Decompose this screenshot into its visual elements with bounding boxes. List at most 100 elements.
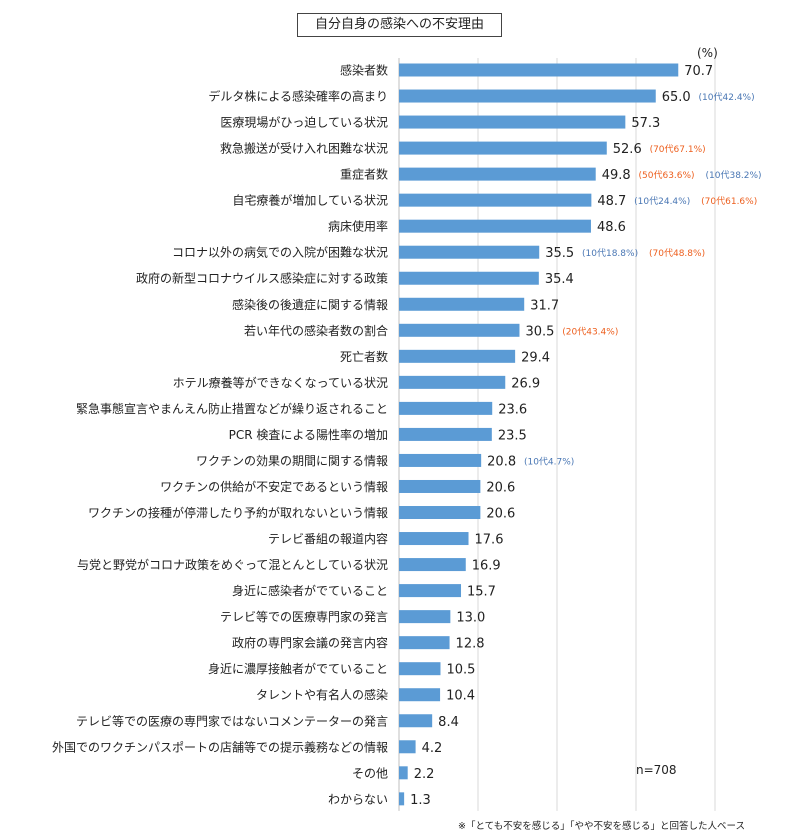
- value-label: 4.2: [422, 741, 443, 756]
- category-label: 感染後の後遺症に関する情報: [232, 297, 388, 312]
- category-label: その他: [352, 766, 388, 780]
- bar: [399, 766, 408, 780]
- value-label: 12.8: [456, 637, 485, 652]
- category-label: 政府の新型コロナウイルス感染症に対する政策: [136, 271, 388, 286]
- bar: [399, 688, 441, 702]
- value-label: 52.6: [613, 142, 642, 157]
- value-label: 13.0: [456, 611, 485, 626]
- category-label: 与党と野党がコロナ政策をめぐって混とんとしている状況: [77, 557, 388, 572]
- chart-title: 自分自身の感染への不安理由: [297, 13, 502, 37]
- value-label: 16.9: [472, 559, 501, 574]
- category-label: タレントや有名人の感染: [256, 687, 388, 702]
- bar: [399, 89, 656, 103]
- category-label: わからない: [328, 792, 388, 806]
- bar: [399, 219, 591, 233]
- category-label: 自宅療養が増加している状況: [232, 193, 388, 208]
- annotation-note: (70代61.6%): [701, 196, 757, 207]
- value-label: 35.4: [545, 272, 574, 287]
- category-label: コロナ以外の病気での入院が困難な状況: [172, 245, 388, 260]
- value-label: 20.6: [486, 507, 515, 522]
- value-label: 29.4: [521, 350, 550, 365]
- bar: [399, 323, 520, 337]
- value-label: 15.7: [467, 585, 496, 600]
- bar: [399, 63, 679, 77]
- value-label: 17.6: [475, 533, 504, 548]
- category-label: テレビ番組の報道内容: [268, 531, 388, 546]
- category-label: 病床使用率: [328, 219, 388, 234]
- value-label: 20.8: [487, 454, 516, 469]
- value-label: 2.2: [414, 767, 435, 782]
- category-label: 重症者数: [340, 167, 388, 182]
- annotation-note: (70代67.1%): [650, 144, 706, 155]
- category-label: 感染者数: [340, 63, 388, 78]
- category-label: 若い年代の感染者数の割合: [244, 323, 388, 338]
- annotation-note: (10代38.2%): [706, 170, 762, 181]
- bar: [399, 479, 481, 493]
- value-label: 48.6: [597, 220, 626, 235]
- category-label: テレビ等での医療専門家の発言: [220, 609, 388, 624]
- category-label: 医療現場がひっ迫している状況: [220, 115, 388, 130]
- bar: [399, 662, 441, 676]
- bar: [399, 453, 482, 467]
- bar: [399, 584, 462, 598]
- value-label: 49.8: [602, 168, 631, 183]
- value-label: 48.7: [597, 194, 626, 209]
- bar: [399, 532, 469, 546]
- bar: [399, 636, 450, 650]
- category-label: 外国でのワクチンパスポートの店舗等での提示義務などの情報: [52, 739, 388, 754]
- bar: [399, 375, 506, 389]
- value-label: 20.6: [486, 480, 515, 495]
- annotation-note: (20代43.4%): [562, 326, 618, 337]
- value-label: 57.3: [631, 116, 660, 131]
- footnote: ※「とても不安を感じる」「やや不安を感じる」と回答した人ベース: [458, 820, 745, 832]
- category-label: 死亡者数: [340, 349, 388, 364]
- value-label: 31.7: [530, 298, 559, 313]
- annotation-note: (50代63.6%): [639, 170, 695, 181]
- bar: [399, 193, 592, 207]
- annotation-note: (10代42.4%): [699, 92, 755, 103]
- bar: [399, 740, 416, 754]
- sample-size-note: n=708: [636, 763, 677, 777]
- category-label: デルタ株による感染確率の高まり: [208, 89, 388, 104]
- bar: [399, 427, 492, 441]
- bar: [399, 558, 466, 572]
- bar: [399, 297, 525, 311]
- bar: [399, 115, 626, 129]
- value-label: 23.6: [498, 402, 527, 417]
- value-label: 23.5: [498, 428, 527, 443]
- value-label: 65.0: [662, 90, 691, 105]
- category-label: PCR 検査による陽性率の増加: [229, 427, 388, 442]
- category-label: 身近に感染者がでていること: [232, 583, 388, 598]
- category-label: ワクチンの効果の期間に関する情報: [196, 453, 388, 468]
- annotation-note: (70代48.8%): [649, 248, 705, 259]
- bar: [399, 714, 433, 728]
- value-label: 10.4: [446, 689, 475, 704]
- value-label: 30.5: [525, 324, 554, 339]
- bar: [399, 792, 405, 806]
- value-label: 10.5: [446, 663, 475, 678]
- annotation-note: (10代24.4%): [634, 196, 690, 207]
- unit-label: (%): [697, 46, 718, 60]
- category-label: ホテル療養等ができなくなっている状況: [173, 375, 388, 390]
- category-label: 身近に濃厚接触者がでていること: [208, 661, 388, 676]
- bar: [399, 506, 481, 520]
- category-label: 救急搬送が受け入れ困難な状況: [220, 141, 388, 156]
- category-label: ワクチンの接種が停滞したり予約が取れないという情報: [88, 505, 388, 520]
- bar: [399, 610, 451, 624]
- category-label: 緊急事態宣言やまんえん防止措置などが繰り返されること: [76, 401, 388, 416]
- bar: [399, 167, 596, 181]
- annotation-note: (10代4.7%): [524, 456, 574, 467]
- value-label: 70.7: [684, 64, 713, 79]
- bar: [399, 401, 493, 415]
- value-label: 35.5: [545, 246, 574, 261]
- value-label: 8.4: [438, 715, 459, 730]
- bar: [399, 245, 540, 259]
- category-label: テレビ等での医療の専門家ではないコメンテーターの発言: [76, 713, 388, 728]
- category-label: ワクチンの供給が不安定であるという情報: [160, 479, 388, 494]
- bar: [399, 271, 539, 285]
- value-label: 1.3: [410, 793, 431, 808]
- annotation-note: (10代18.8%): [582, 248, 638, 259]
- bar: [399, 141, 607, 155]
- value-label: 26.9: [511, 376, 540, 391]
